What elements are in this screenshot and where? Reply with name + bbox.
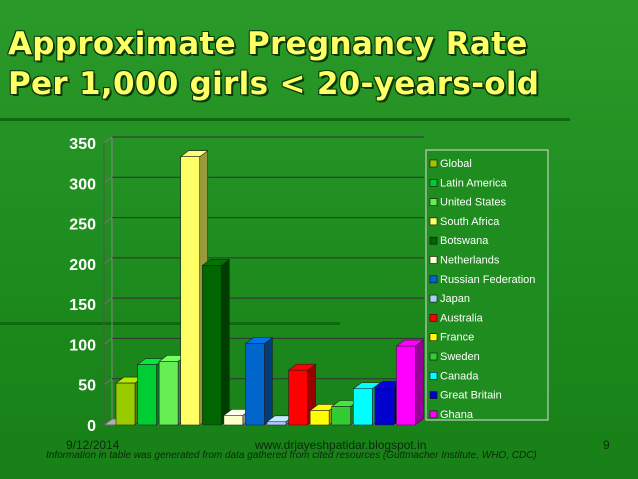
legend-entry: Netherlands: [440, 255, 500, 267]
legend-swatch: [429, 256, 438, 264]
legend-swatch: [429, 371, 438, 380]
mid-divider: [0, 322, 340, 325]
legend-entry: France: [440, 332, 474, 344]
legend-swatch: [429, 275, 438, 284]
y-tick-label: 150: [69, 297, 96, 314]
bar-botswana: [201, 265, 222, 426]
y-tick-label: 0: [87, 418, 96, 435]
legend-swatch: [429, 352, 438, 361]
legend-entry: Canada: [440, 370, 479, 382]
grid-diagonal: [103, 257, 113, 265]
bar-side: [264, 337, 273, 426]
legend-swatch: [429, 410, 438, 419]
legend-entry: Australia: [440, 312, 484, 324]
bar-great-britain: [374, 386, 395, 426]
legend-swatch: [429, 294, 438, 303]
legend-swatch: [429, 159, 438, 168]
legend-entry: Botswana: [440, 235, 489, 247]
y-tick-label: 300: [69, 176, 96, 193]
legend-swatch: [429, 391, 438, 399]
bar-russian-federation: [245, 343, 265, 426]
bar-latin-america: [137, 364, 157, 426]
bar-united-states: [158, 361, 179, 426]
y-tick-label: 100: [69, 337, 96, 354]
grid-diagonal: [103, 136, 113, 144]
legend-entry: South Africa: [440, 216, 500, 228]
title-line-2: Per 1,000 girls < 20-years-old: [8, 66, 540, 102]
bar-australia: [288, 369, 308, 426]
source-note: Information in table was generated from …: [46, 450, 537, 461]
legend-swatch: [429, 236, 438, 245]
footer-url[interactable]: www.drjayeshpatidar.blogspot.in: [255, 438, 427, 452]
legend-swatch: [429, 198, 438, 206]
bar-sweden: [331, 406, 352, 426]
y-tick-label: 250: [69, 217, 96, 234]
grid-diagonal: [103, 176, 113, 184]
legend-swatch: [429, 217, 438, 226]
legend-entry: Global: [440, 158, 472, 170]
y-tick-label: 50: [78, 378, 96, 395]
grid-diagonal: [103, 297, 113, 305]
bar-side: [415, 339, 424, 426]
grid-diagonal: [103, 217, 113, 224]
legend-box: [425, 149, 549, 421]
legend-entry: Japan: [440, 293, 470, 305]
bar-france: [309, 410, 330, 426]
y-tick-label: 200: [69, 257, 96, 274]
bar-global: [115, 382, 136, 426]
footer-date: 9/12/2014: [66, 438, 120, 452]
y-tick-label: 350: [69, 136, 96, 153]
legend-entry: Latin America: [440, 177, 508, 189]
bar-japan: [266, 421, 287, 426]
legend-entry: United States: [440, 197, 507, 209]
legend-swatch: [429, 333, 438, 342]
legend-entry: Sweden: [440, 351, 480, 363]
legend-entry: Ghana: [440, 409, 474, 421]
legend-swatch: [429, 314, 438, 322]
legend-swatch: [429, 179, 438, 187]
bar-ghana: [396, 345, 416, 426]
grid-diagonal: [103, 338, 113, 345]
bar-south-africa: [180, 156, 201, 426]
grid-diagonal: [103, 378, 113, 386]
slide-title: Approximate Pregnancy Rate Per 1,000 gir…: [8, 24, 633, 104]
title-line-1: Approximate Pregnancy Rate: [8, 26, 528, 62]
bar-canada: [352, 388, 373, 426]
bar-netherlands: [223, 415, 244, 426]
title-divider: [0, 118, 570, 121]
legend-entry: Great Britain: [440, 390, 502, 402]
bar-side: [220, 258, 230, 426]
legend-entry: Russian Federation: [440, 274, 535, 286]
footer-page-number: 9: [603, 438, 610, 452]
